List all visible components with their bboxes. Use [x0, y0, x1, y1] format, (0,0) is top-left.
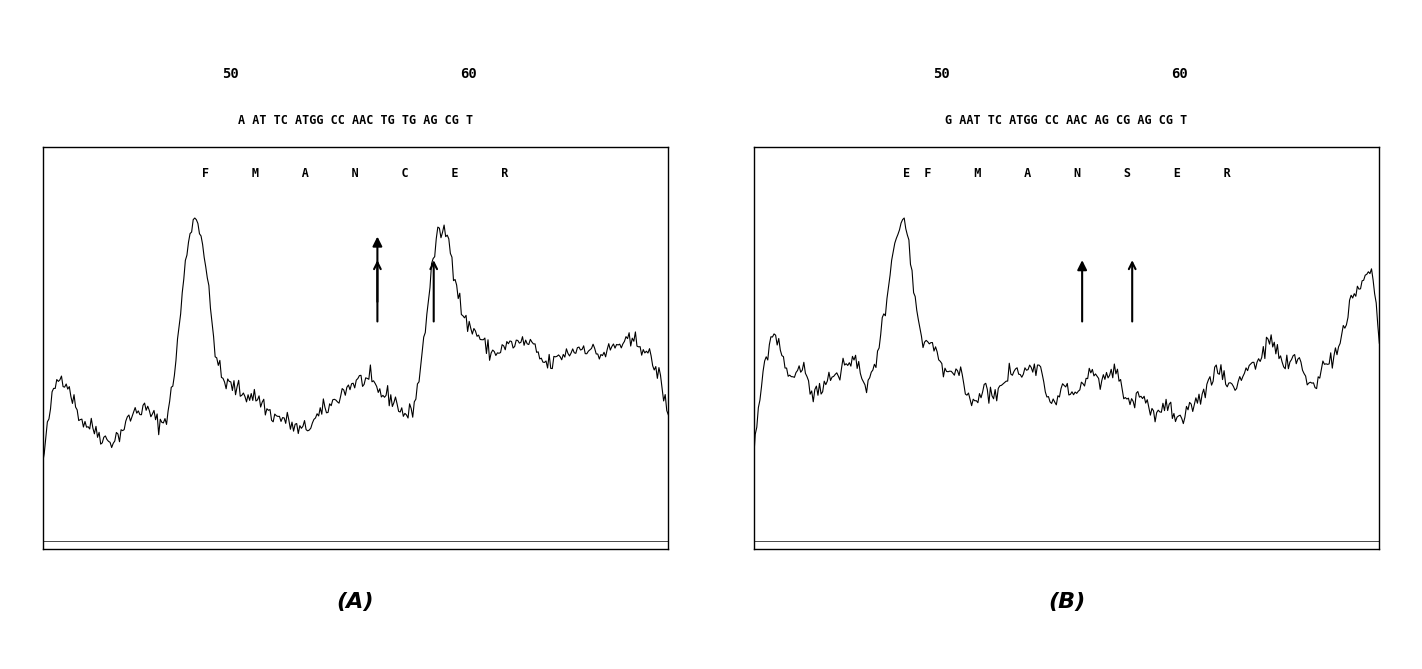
Text: 50: 50 [222, 67, 239, 80]
Text: 60: 60 [1170, 67, 1187, 80]
Text: (A): (A) [337, 592, 374, 612]
Text: F      M      A      N      C      E      R: F M A N C E R [202, 167, 509, 181]
Text: E  F      M      A      N      S      E      R: E F M A N S E R [903, 167, 1230, 181]
Text: 50: 50 [933, 67, 950, 80]
Text: A AT TC ATGG CC AAC TG TG AG CG T: A AT TC ATGG CC AAC TG TG AG CG T [237, 114, 474, 127]
Text: (B): (B) [1048, 592, 1085, 612]
Text: 60: 60 [459, 67, 476, 80]
Text: G AAT TC ATGG CC AAC AG CG AG CG T: G AAT TC ATGG CC AAC AG CG AG CG T [946, 114, 1187, 127]
